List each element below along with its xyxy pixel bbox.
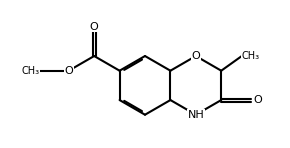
Text: O: O [90, 22, 99, 32]
Text: CH₃: CH₃ [21, 66, 39, 76]
Text: O: O [64, 66, 73, 76]
Text: O: O [253, 95, 262, 105]
Text: NH: NH [187, 110, 204, 120]
Text: CH₃: CH₃ [242, 51, 260, 61]
Text: O: O [191, 51, 200, 61]
